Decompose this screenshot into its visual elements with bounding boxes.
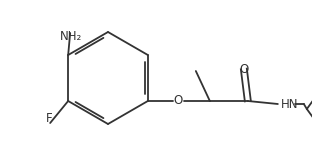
Text: NH₂: NH₂ [60, 30, 82, 43]
Text: HN: HN [281, 97, 298, 110]
Text: O: O [239, 63, 248, 76]
Text: F: F [46, 112, 52, 125]
Text: O: O [173, 94, 183, 107]
